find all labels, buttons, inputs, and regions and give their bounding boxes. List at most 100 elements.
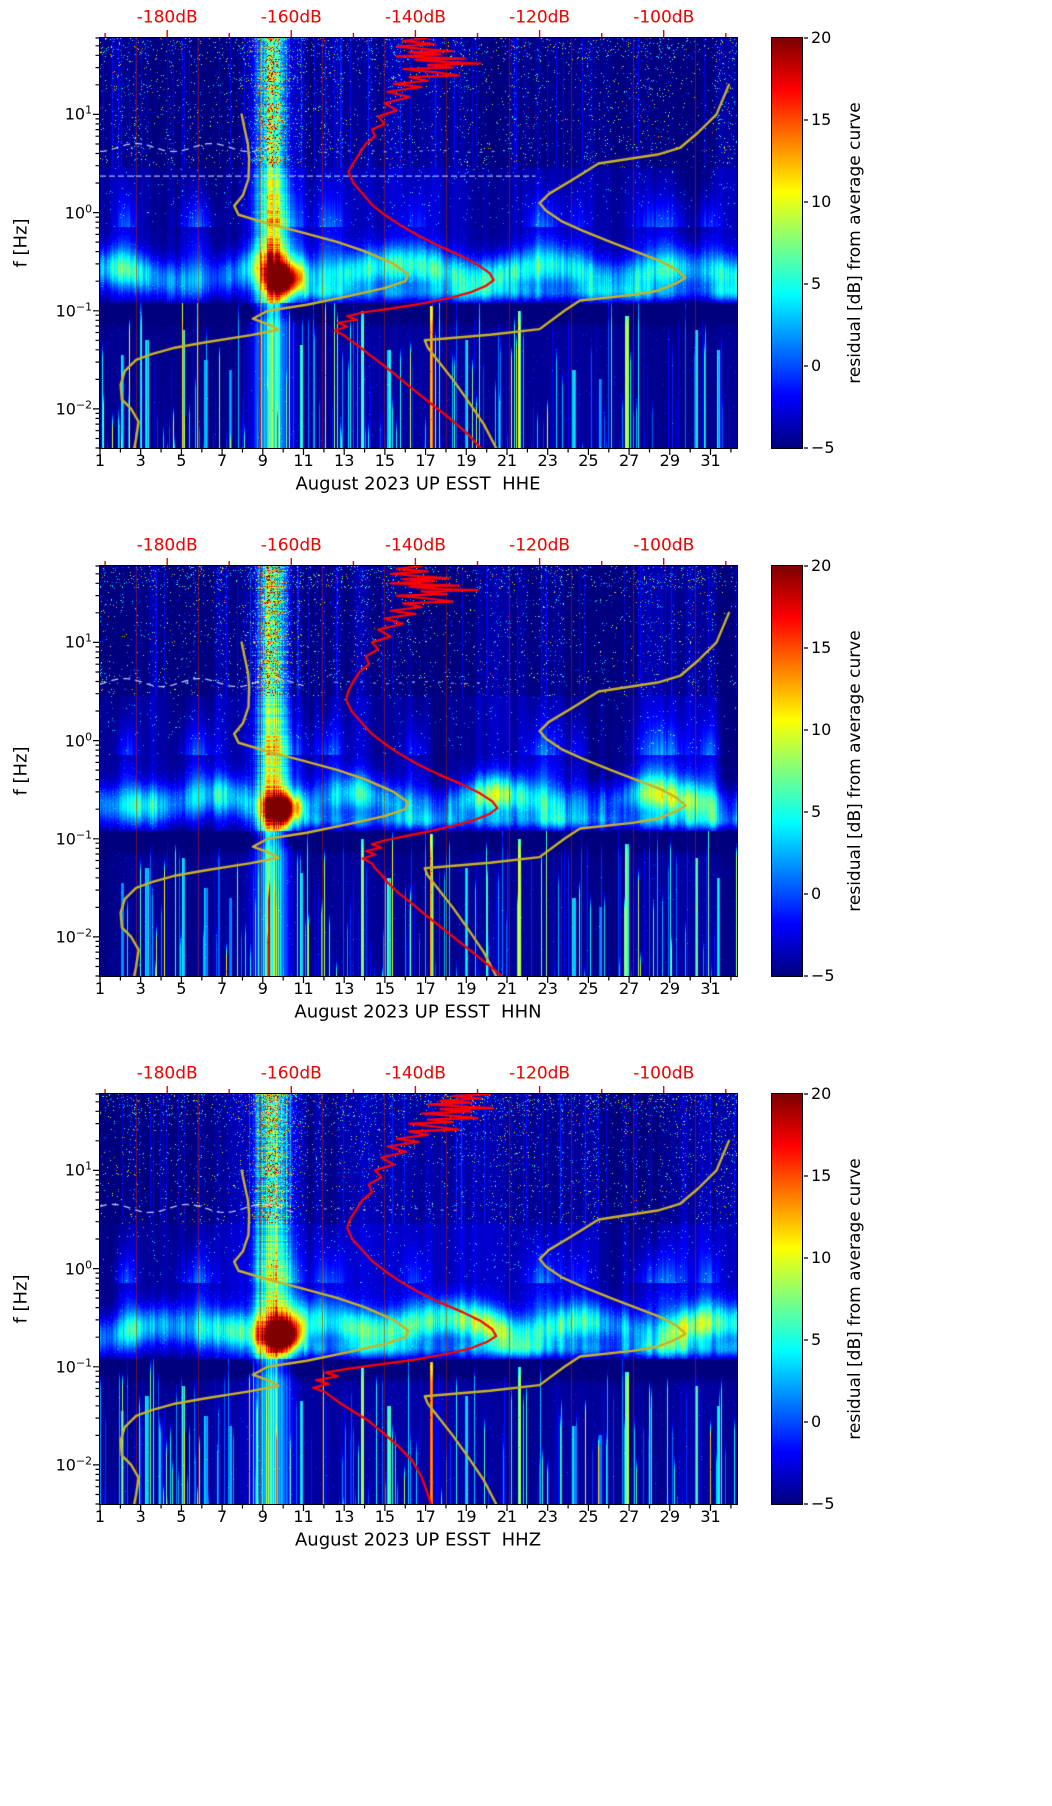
x-tick-label: 5: [176, 1507, 187, 1526]
colorbar-tick-label: 10: [811, 720, 832, 739]
y-axis-label: f [Hz]: [10, 746, 32, 796]
x-tick-label: 31: [700, 979, 721, 998]
x-tick-label: 23: [537, 451, 558, 470]
colorbar-canvas: [772, 566, 802, 976]
x-tick-label: 15: [374, 451, 396, 470]
top-axis-tick-label: -160dB: [260, 535, 322, 556]
x-tick-label: 1: [94, 451, 106, 470]
colorbar-tick-label: 15: [811, 110, 832, 129]
x-tick-label: 5: [176, 979, 187, 998]
top-axis-tick-label: -120dB: [509, 535, 571, 556]
x-tick-label: 1: [94, 1507, 106, 1526]
x-tick-label: 13: [334, 1507, 355, 1526]
x-tick-label: 11: [293, 1507, 314, 1526]
x-tick-label: 3: [135, 979, 146, 998]
x-tick-label: 25: [578, 451, 599, 470]
x-tick-label: 1: [94, 979, 106, 998]
x-tick-label: 3: [135, 451, 146, 470]
x-tick-label: 21: [496, 979, 518, 998]
x-tick-label: 3: [135, 1507, 146, 1526]
y-tick-label: 10−2: [55, 1454, 92, 1475]
x-tick-label: 29: [659, 451, 681, 470]
x-tick-label: 7: [217, 1507, 228, 1526]
top-axis-tick-label: -160dB: [260, 1063, 322, 1084]
y-tick-label: 101: [64, 631, 92, 653]
y-tick-label: 101: [64, 103, 92, 125]
x-tick-label: 11: [293, 979, 314, 998]
colorbar-tick-label: 5: [811, 274, 822, 293]
x-tick-label: 17: [415, 979, 436, 998]
spectrogram-panel-hhe: f [Hz] residual [dB] from average curve …: [0, 0, 1052, 528]
top-axis-tick-label: -120dB: [509, 1063, 571, 1084]
colorbar-tick-label: 0: [811, 884, 822, 903]
colorbar: [771, 565, 803, 977]
top-axis-tick-label: -180dB: [136, 7, 198, 28]
x-tick-label: 21: [496, 1507, 518, 1526]
colorbar-tick-label: −5: [811, 966, 835, 985]
x-tick-label: 7: [217, 979, 228, 998]
colorbar-canvas: [772, 38, 802, 448]
x-tick-label: 27: [618, 451, 640, 470]
y-axis-label: f [Hz]: [10, 218, 32, 268]
x-tick-label: 25: [578, 979, 599, 998]
colorbar-tick-label: 10: [811, 192, 832, 211]
x-axis-label: August 2023 UP ESST HHZ: [294, 1529, 542, 1551]
colorbar-tick-label: 5: [811, 802, 822, 821]
colorbar-tick-label: 20: [811, 1084, 832, 1103]
x-tick-label: 7: [217, 451, 228, 470]
x-tick-label: 9: [257, 979, 268, 998]
colorbar-tick-label: 10: [811, 1248, 832, 1267]
x-tick-label: 25: [578, 1507, 599, 1526]
x-tick-label: 23: [537, 1507, 558, 1526]
top-axis-tick-label: -100dB: [633, 535, 695, 556]
y-tick-label: 100: [64, 729, 92, 751]
x-tick-label: 15: [374, 1507, 396, 1526]
colorbar-canvas: [772, 1094, 802, 1504]
y-tick-label: 10−1: [55, 828, 92, 849]
colorbar: [771, 37, 803, 449]
top-axis-tick-label: -140dB: [384, 535, 446, 556]
x-tick-label: 27: [618, 979, 640, 998]
colorbar-tick-label: −5: [811, 1494, 835, 1513]
y-tick-label: 10−1: [55, 1356, 92, 1377]
x-tick-label: 31: [700, 1507, 721, 1526]
top-axis-tick-label: -180dB: [136, 1063, 198, 1084]
y-tick-label: 10−2: [55, 926, 92, 947]
plot-area: [99, 37, 738, 449]
x-tick-label: 17: [415, 1507, 436, 1526]
colorbar-label: residual [dB] from average curve: [845, 102, 865, 384]
x-tick-label: 9: [257, 451, 268, 470]
colorbar-tick-label: 0: [811, 1412, 822, 1431]
colorbar-tick-label: 20: [811, 28, 832, 47]
colorbar-tick-label: 15: [811, 1166, 832, 1185]
x-tick-label: 31: [700, 451, 721, 470]
colorbar-tick-label: 15: [811, 638, 832, 657]
x-tick-label: 9: [257, 1507, 268, 1526]
x-tick-label: 23: [537, 979, 558, 998]
top-axis-tick-label: -180dB: [136, 535, 198, 556]
top-axis-tick-label: -160dB: [260, 7, 322, 28]
plot-area: [99, 565, 738, 977]
y-tick-label: 10−1: [55, 300, 92, 321]
y-tick-label: 100: [64, 201, 92, 223]
colorbar-label: residual [dB] from average curve: [845, 630, 865, 912]
x-tick-label: 29: [659, 979, 681, 998]
x-tick-label: 29: [659, 1507, 681, 1526]
x-tick-label: 19: [456, 1507, 477, 1526]
top-axis-tick-label: -100dB: [633, 7, 695, 28]
top-axis-tick-label: -120dB: [509, 7, 571, 28]
x-axis-label: August 2023 UP ESST HHE: [295, 473, 541, 495]
x-tick-label: 27: [618, 1507, 640, 1526]
x-tick-label: 11: [293, 451, 314, 470]
x-tick-label: 19: [456, 979, 477, 998]
colorbar-tick-label: 20: [811, 556, 832, 575]
y-tick-label: 100: [64, 1257, 92, 1279]
x-tick-label: 13: [334, 451, 355, 470]
y-tick-label: 10−2: [55, 398, 92, 419]
spectrogram-canvas: [100, 38, 737, 448]
colorbar-tick-label: −5: [811, 438, 835, 457]
x-tick-label: 19: [456, 451, 477, 470]
x-tick-label: 15: [374, 979, 396, 998]
x-tick-label: 21: [496, 451, 518, 470]
spectrogram-canvas: [100, 566, 737, 976]
